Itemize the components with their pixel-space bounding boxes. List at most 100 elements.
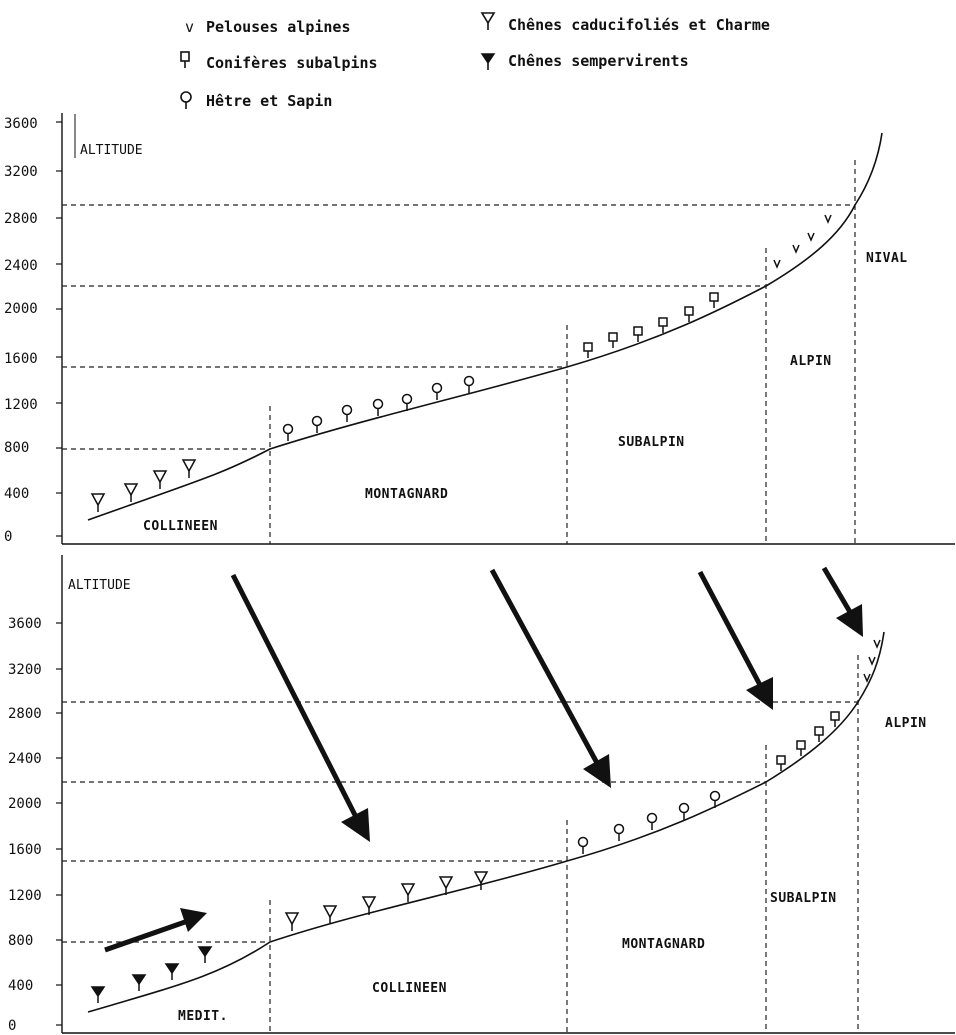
tick-label: 0 (4, 529, 12, 545)
tick-label: 2000 (4, 301, 38, 317)
legend-item-chenes-sempervirents: Chênes sempervirents (480, 52, 689, 70)
zone-label-collineen: COLLINEEN (143, 519, 218, 534)
round-head-tree-icon (431, 382, 443, 400)
tick-label: 3600 (8, 616, 42, 632)
open-triangle-tree-icon (152, 470, 168, 489)
square-head-tree-icon (709, 292, 719, 308)
tick-label: 2800 (8, 706, 42, 722)
round-head-tree-icon (282, 423, 294, 441)
filled-triangle-tree-icon (480, 53, 496, 70)
legend: v Pelouses alpines Chênes caducifoliés e… (180, 12, 770, 110)
zone-label-collineen: COLLINEEN (372, 981, 447, 996)
round-head-tree-icon (577, 836, 589, 854)
vegetation-symbols (90, 639, 881, 1003)
shift-arrows (104, 566, 863, 953)
zone-label-nival: NIVAL (866, 251, 908, 266)
tick-label: 0 (8, 1018, 16, 1034)
tick-label: 2400 (8, 751, 42, 767)
filled-triangle-tree-icon (164, 963, 180, 980)
square-head-tree-icon (583, 342, 593, 358)
square-head-tree-icon (830, 711, 840, 727)
legend-item-hetre: Hêtre et Sapin (180, 91, 332, 110)
square-head-tree-icon (796, 740, 806, 756)
legend-label-chenes-sempervirents: Chênes sempervirents (508, 52, 689, 70)
round-head-tree-icon (311, 415, 323, 433)
zone-label-medit: MEDIT. (178, 1009, 228, 1024)
v-mark-icon (824, 214, 832, 224)
open-triangle-tree-icon (361, 896, 377, 915)
filled-triangle-tree-icon (197, 946, 213, 963)
round-head-tree-icon (401, 393, 413, 411)
filled-triangle-tree-icon (131, 974, 147, 991)
open-triangle-tree-icon (284, 912, 300, 931)
legend-item-chenes-caducifolies: Chênes caducifoliés et Charme (480, 12, 770, 34)
tick-label: 1200 (8, 888, 42, 904)
y-tick-labels: 0 400 800 1200 1600 2000 2400 2800 3200 … (4, 116, 38, 545)
round-head-tree-icon (646, 812, 658, 830)
arrow-down-alpin-to-subalpin (821, 566, 863, 637)
legend-label-hetre: Hêtre et Sapin (206, 92, 332, 110)
v-mark-icon (863, 673, 871, 683)
legend-item-pelouses: v Pelouses alpines (185, 18, 351, 36)
v-mark-icon (792, 244, 800, 254)
open-triangle-tree-icon (90, 493, 106, 512)
round-head-tree-icon (341, 404, 353, 422)
tick-label: 1600 (4, 351, 38, 367)
zone-label-subalpin: SUBALPIN (770, 891, 837, 906)
v-mark-icon (873, 639, 881, 649)
open-triangle-tree-icon (438, 876, 454, 895)
tick-label: 2000 (8, 796, 42, 812)
square-head-tree-icon (658, 317, 668, 333)
legend-item-coniferes: Conifères subalpins (180, 51, 378, 72)
open-triangle-tree-icon (400, 883, 416, 902)
round-head-tree-icon (372, 398, 384, 416)
tick-label: 3200 (4, 164, 38, 180)
open-triangle-tree-icon (181, 459, 197, 478)
square-head-tree-icon (814, 726, 824, 742)
zone-label-alpin: ALPIN (790, 354, 832, 369)
tick-label: 1600 (8, 842, 42, 858)
v-mark-icon (868, 656, 876, 666)
round-head-tree-icon (613, 823, 625, 841)
vegetation-symbols (90, 214, 832, 512)
axis-title: ALTITUDE (80, 143, 143, 158)
v-mark-icon (773, 259, 781, 269)
tick-label: 400 (8, 978, 33, 994)
bottom-panel: ALTITUDE 0 400 800 1200 1600 2000 2400 2… (8, 555, 955, 1034)
arrow-down-collineen-to-mediterranean (230, 573, 370, 842)
tick-label: 2800 (4, 211, 38, 227)
arrow-up-mediterranean-expansion (104, 908, 207, 953)
tick-label: 1200 (4, 397, 38, 413)
square-head-tree-icon (180, 51, 190, 68)
square-head-tree-icon (776, 755, 786, 771)
open-triangle-tree-icon (322, 905, 338, 924)
round-head-tree-icon (678, 802, 690, 820)
zone-labels: COLLINEEN MONTAGNARD SUBALPIN ALPIN NIVA… (143, 251, 908, 534)
legend-label-coniferes: Conifères subalpins (206, 54, 378, 72)
open-triangle-tree-icon (480, 12, 496, 30)
zone-boundaries (62, 655, 860, 1033)
filled-triangle-tree-icon (90, 986, 106, 1003)
altitude-profile-curve (87, 631, 885, 1013)
round-head-tree-icon (709, 790, 721, 808)
y-ticks (56, 121, 62, 537)
arrow-down-montagnard-to-collineen (489, 568, 611, 788)
zone-label-alpin: ALPIN (885, 716, 927, 731)
zone-labels: MEDIT. COLLINEEN MONTAGNARD SUBALPIN ALP… (178, 716, 927, 1024)
y-ticks (56, 622, 62, 1026)
tick-label: 3600 (4, 116, 38, 132)
legend-label-pelouses: Pelouses alpines (206, 18, 351, 36)
altitude-profile-curve (87, 132, 883, 521)
v-mark-icon: v (185, 18, 194, 36)
square-head-tree-icon (608, 332, 618, 348)
tick-label: 800 (8, 933, 33, 949)
y-tick-labels: 0 400 800 1200 1600 2000 2400 2800 3200 … (8, 616, 42, 1034)
tick-label: 800 (4, 440, 29, 456)
axis-title: ALTITUDE (68, 578, 131, 593)
zone-boundaries (62, 160, 856, 544)
zone-label-montagnard: MONTAGNARD (365, 487, 448, 502)
zone-label-subalpin: SUBALPIN (618, 435, 685, 450)
open-triangle-tree-icon (473, 871, 489, 890)
legend-label-chenes-caducifolies: Chênes caducifoliés et Charme (508, 16, 770, 34)
